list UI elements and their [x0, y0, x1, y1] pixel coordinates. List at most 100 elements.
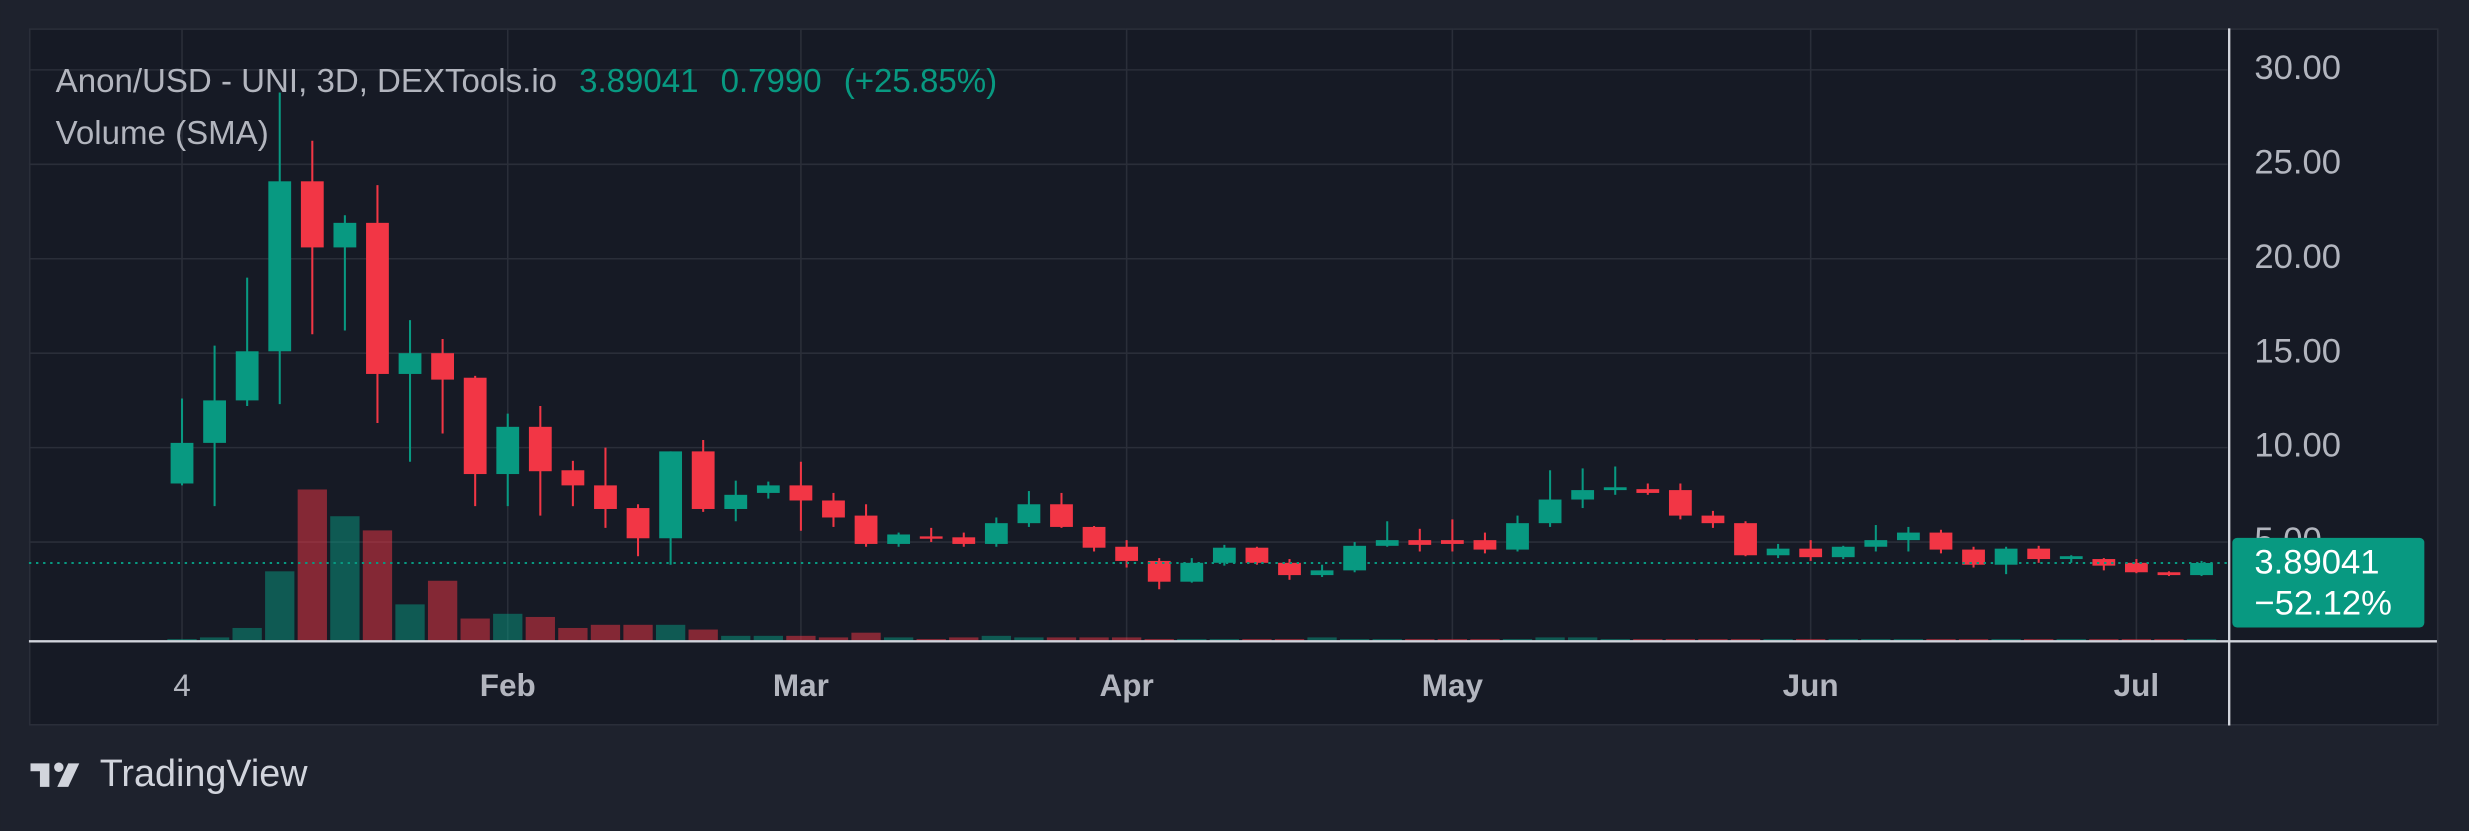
candle-body: [756, 485, 780, 493]
volume-bar: [199, 637, 230, 643]
candle-body: [984, 523, 1008, 544]
header-change: 0.7990: [721, 63, 822, 100]
volume-bar: [1079, 637, 1109, 643]
volume-bar: [590, 624, 621, 643]
x-tick-label: May: [1422, 668, 1484, 703]
volume-bar: [981, 635, 1012, 643]
candle-body: [594, 485, 617, 509]
x-tick-label: Jun: [1783, 668, 1839, 703]
candle-body: [1799, 548, 1823, 558]
candle-body: [952, 537, 976, 544]
candle-body: [626, 508, 650, 539]
y-tick-label: 25.00: [2254, 143, 2341, 181]
volume-pane: [167, 489, 2217, 643]
candle-body: [203, 400, 226, 443]
volume-bar: [688, 629, 718, 643]
candle-body: [691, 451, 715, 509]
candle-body: [1278, 562, 1301, 576]
candle-body: [659, 451, 683, 539]
candle-body: [2027, 548, 2051, 560]
candle-body: [1115, 546, 1139, 561]
chart-title: Anon/USD - UNI, 3D, DEXTools.io: [56, 63, 557, 100]
candle-body: [1636, 489, 1660, 493]
volume-bar: [1535, 637, 1565, 643]
candle-body: [1082, 526, 1106, 548]
price-label-change: −52.12%: [2254, 585, 2392, 623]
candle-body: [1147, 560, 1171, 582]
candle-body: [1375, 540, 1399, 546]
x-tick-label: 4: [173, 668, 191, 703]
header-close: 3.89041: [579, 63, 698, 100]
candle-body: [333, 222, 357, 248]
candle-body: [1473, 540, 1497, 550]
grid: [28, 28, 2228, 643]
candle-body: [1180, 562, 1204, 582]
candle-body: [1310, 570, 1334, 576]
candle-body: [822, 500, 845, 518]
volume-bar: [851, 632, 881, 643]
logo-part: [57, 763, 80, 787]
y-tick-label: 15.00: [2254, 332, 2341, 370]
candle-body: [2190, 562, 2213, 576]
axes: 5.0010.0015.0020.0025.0030.004FebMarAprM…: [28, 49, 2341, 703]
candle-body: [496, 426, 520, 475]
volume-bar: [265, 571, 295, 643]
volume-bar: [786, 635, 816, 643]
x-tick-label: Feb: [480, 668, 536, 703]
volume-bar: [395, 604, 425, 643]
price-label-value: 3.89041: [2254, 544, 2379, 582]
volume-bar: [721, 635, 751, 643]
volume-bar: [493, 613, 523, 643]
candle-body: [1212, 547, 1236, 563]
price-label-box: [2232, 537, 2425, 628]
candle-body: [2157, 572, 2181, 576]
logo-part: [54, 762, 64, 772]
candle-body: [1668, 490, 1692, 516]
brand-name: TradingView: [100, 753, 309, 795]
candle-body: [1571, 490, 1595, 500]
y-tick-label: 20.00: [2254, 238, 2341, 276]
x-tick-label: Jul: [2114, 668, 2159, 703]
candle-body: [235, 351, 259, 401]
candle-body: [1440, 540, 1464, 544]
candle-body: [1506, 523, 1529, 550]
candle-body: [1864, 540, 1888, 547]
candle-body: [1343, 545, 1367, 571]
volume-bar: [330, 516, 360, 643]
candle-body: [1734, 523, 1757, 556]
volume-bar: [883, 637, 914, 643]
candle-body: [2092, 559, 2116, 566]
candle-body: [1831, 546, 1855, 558]
volume-bar: [525, 616, 555, 643]
candle-body: [1994, 548, 2018, 565]
candle-body: [528, 426, 552, 472]
volume-bar: [1568, 637, 1598, 643]
candle-body: [1050, 504, 1073, 527]
candle-body: [1701, 515, 1725, 524]
volume-bar: [232, 627, 262, 643]
brand-logo: [30, 762, 80, 787]
volume-bar: [460, 618, 490, 643]
candle-body: [2125, 562, 2148, 573]
candle-body: [789, 485, 813, 501]
candle-body: [1962, 549, 1985, 565]
candle-body: [724, 494, 748, 509]
candle-body: [300, 181, 324, 248]
candle-body: [887, 534, 911, 544]
y-tick-label: 30.00: [2254, 49, 2341, 87]
volume-bar: [558, 627, 588, 643]
candle-body: [1766, 548, 1790, 556]
candle-body: [1408, 540, 1432, 545]
candle-body: [919, 536, 943, 539]
volume-bar: [753, 635, 783, 643]
candles: [170, 92, 2213, 590]
candle-body: [268, 181, 292, 352]
candle-body: [1603, 487, 1627, 491]
candle-body: [1017, 504, 1041, 524]
candle-body: [1896, 532, 1920, 541]
header-change-pct: (+25.85%): [844, 63, 997, 100]
candle-body: [398, 353, 422, 374]
candle-body: [366, 222, 389, 374]
